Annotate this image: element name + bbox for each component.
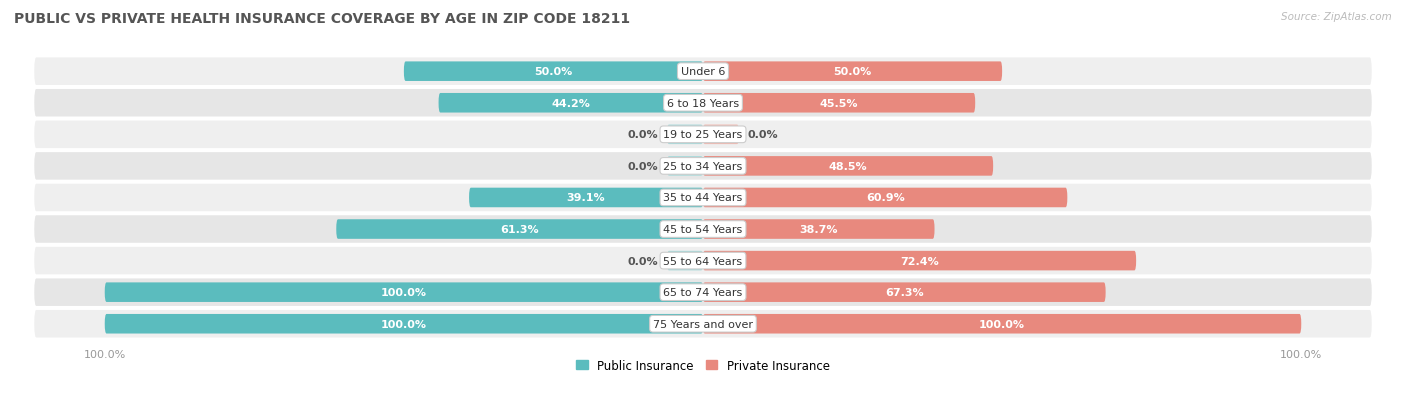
- Text: 0.0%: 0.0%: [748, 130, 779, 140]
- Text: 38.7%: 38.7%: [800, 225, 838, 235]
- Legend: Public Insurance, Private Insurance: Public Insurance, Private Insurance: [571, 354, 835, 376]
- Text: 19 to 25 Years: 19 to 25 Years: [664, 130, 742, 140]
- FancyBboxPatch shape: [703, 62, 1002, 82]
- Text: 50.0%: 50.0%: [534, 67, 572, 77]
- Text: 45.5%: 45.5%: [820, 99, 858, 109]
- Text: PUBLIC VS PRIVATE HEALTH INSURANCE COVERAGE BY AGE IN ZIP CODE 18211: PUBLIC VS PRIVATE HEALTH INSURANCE COVER…: [14, 12, 630, 26]
- FancyBboxPatch shape: [404, 62, 703, 82]
- FancyBboxPatch shape: [104, 283, 703, 302]
- FancyBboxPatch shape: [703, 251, 1136, 271]
- Text: 45 to 54 Years: 45 to 54 Years: [664, 225, 742, 235]
- FancyBboxPatch shape: [32, 152, 1374, 182]
- Text: 48.5%: 48.5%: [828, 161, 868, 171]
- Text: Source: ZipAtlas.com: Source: ZipAtlas.com: [1281, 12, 1392, 22]
- Text: 0.0%: 0.0%: [627, 130, 658, 140]
- Text: 75 Years and over: 75 Years and over: [652, 319, 754, 329]
- FancyBboxPatch shape: [666, 157, 703, 176]
- FancyBboxPatch shape: [32, 57, 1374, 87]
- Text: 100.0%: 100.0%: [381, 319, 427, 329]
- Text: 67.3%: 67.3%: [884, 287, 924, 297]
- Text: 0.0%: 0.0%: [627, 256, 658, 266]
- FancyBboxPatch shape: [439, 94, 703, 113]
- Text: 61.3%: 61.3%: [501, 225, 538, 235]
- FancyBboxPatch shape: [666, 125, 703, 145]
- FancyBboxPatch shape: [703, 220, 935, 239]
- FancyBboxPatch shape: [703, 188, 1067, 208]
- Text: 25 to 34 Years: 25 to 34 Years: [664, 161, 742, 171]
- FancyBboxPatch shape: [703, 314, 1302, 334]
- Text: 39.1%: 39.1%: [567, 193, 606, 203]
- Text: 72.4%: 72.4%: [900, 256, 939, 266]
- Text: 50.0%: 50.0%: [834, 67, 872, 77]
- FancyBboxPatch shape: [336, 220, 703, 239]
- FancyBboxPatch shape: [104, 314, 703, 334]
- Text: 100.0%: 100.0%: [381, 287, 427, 297]
- Text: 44.2%: 44.2%: [551, 99, 591, 109]
- FancyBboxPatch shape: [32, 183, 1374, 213]
- FancyBboxPatch shape: [32, 246, 1374, 276]
- FancyBboxPatch shape: [32, 214, 1374, 244]
- FancyBboxPatch shape: [703, 94, 976, 113]
- FancyBboxPatch shape: [32, 88, 1374, 119]
- FancyBboxPatch shape: [32, 278, 1374, 308]
- FancyBboxPatch shape: [703, 125, 740, 145]
- Text: 0.0%: 0.0%: [627, 161, 658, 171]
- Text: 55 to 64 Years: 55 to 64 Years: [664, 256, 742, 266]
- FancyBboxPatch shape: [470, 188, 703, 208]
- Text: 100.0%: 100.0%: [979, 319, 1025, 329]
- FancyBboxPatch shape: [703, 157, 993, 176]
- FancyBboxPatch shape: [703, 283, 1105, 302]
- FancyBboxPatch shape: [666, 251, 703, 271]
- Text: 35 to 44 Years: 35 to 44 Years: [664, 193, 742, 203]
- Text: 6 to 18 Years: 6 to 18 Years: [666, 99, 740, 109]
- Text: 65 to 74 Years: 65 to 74 Years: [664, 287, 742, 297]
- FancyBboxPatch shape: [32, 309, 1374, 339]
- Text: 60.9%: 60.9%: [866, 193, 904, 203]
- Text: Under 6: Under 6: [681, 67, 725, 77]
- FancyBboxPatch shape: [32, 120, 1374, 150]
